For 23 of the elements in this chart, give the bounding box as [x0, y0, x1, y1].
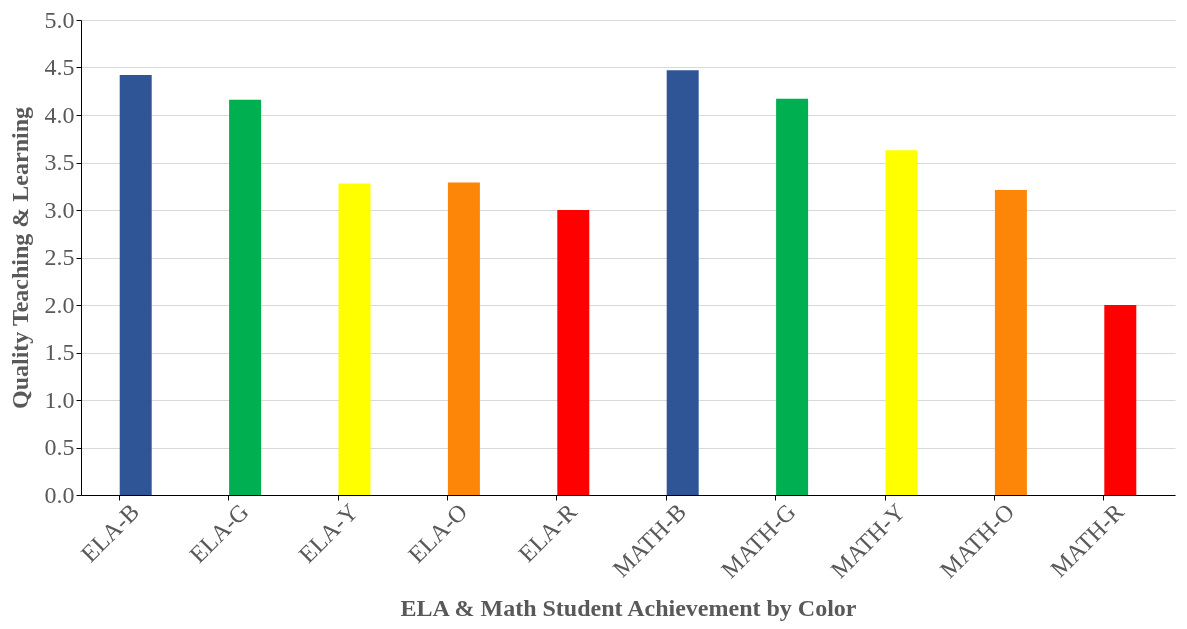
y-tick-label: 0.0	[44, 481, 75, 508]
bar	[994, 190, 1027, 495]
y-tick-label: 0.5	[44, 434, 75, 460]
y-tick-label: 1.5	[44, 339, 75, 365]
bar	[229, 99, 262, 495]
x-axis-title: ELA & Math Student Achievement by Color	[400, 594, 857, 621]
y-tick-label: 2.5	[44, 244, 75, 270]
bar	[338, 183, 371, 495]
bar	[1104, 305, 1137, 495]
bar	[666, 70, 699, 495]
y-tick-label: 3.0	[44, 196, 75, 223]
bar	[447, 182, 480, 495]
y-tick-label: 2.0	[44, 291, 75, 318]
bar	[119, 75, 152, 495]
y-tick-label: 5.0	[44, 6, 75, 33]
bar	[557, 210, 590, 495]
y-tick-label: 4.5	[44, 54, 75, 80]
y-tick-label: 4.0	[44, 101, 75, 128]
y-axis-title: Quality Teaching & Learning	[6, 106, 33, 410]
bar	[776, 98, 809, 495]
bar	[885, 150, 918, 495]
y-tick-label: 1.0	[44, 386, 75, 413]
y-tick-label: 3.5	[44, 149, 75, 175]
